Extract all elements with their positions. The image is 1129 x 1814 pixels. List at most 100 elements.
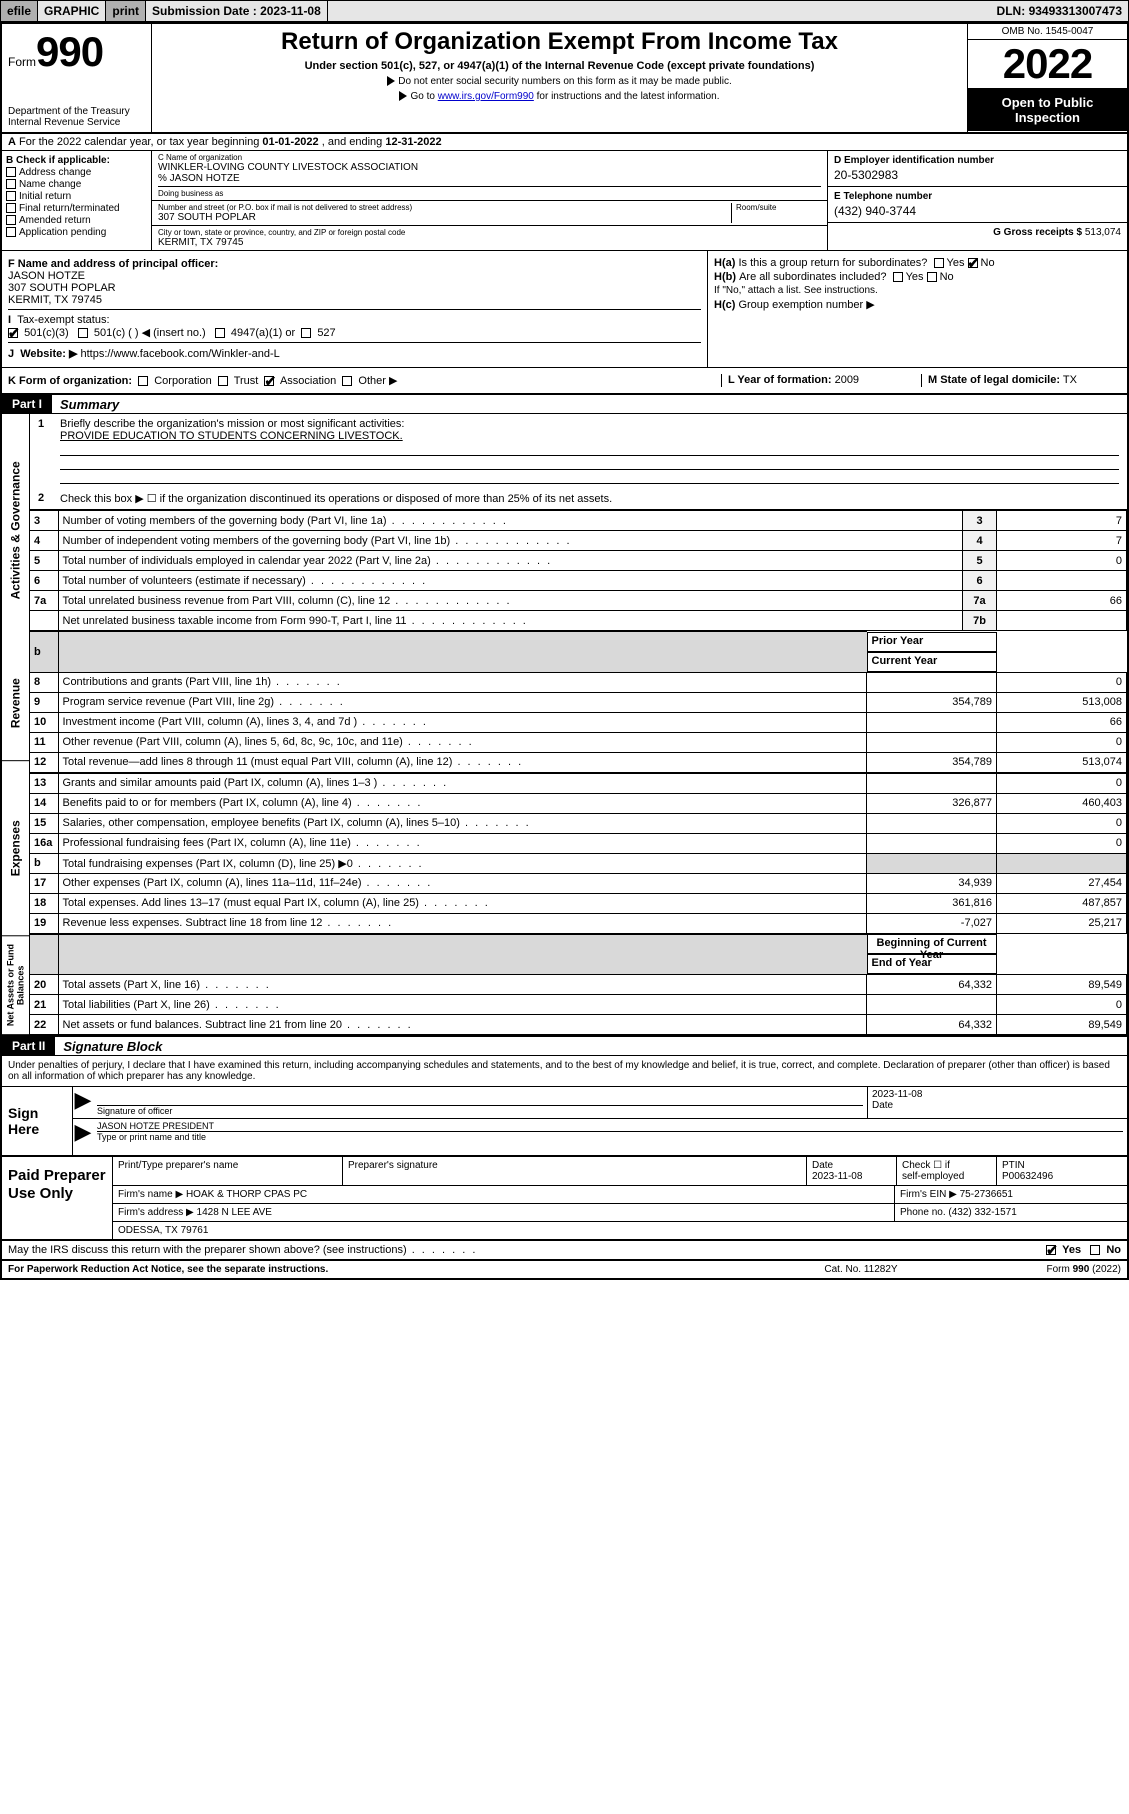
chk-527[interactable] bbox=[301, 328, 311, 338]
table-row: 20 Total assets (Part X, line 16) 64,332… bbox=[30, 975, 1127, 995]
ptin-value: P00632496 bbox=[1002, 1171, 1053, 1182]
row-desc: Net assets or fund balances. Subtract li… bbox=[58, 1015, 867, 1035]
hb-no[interactable] bbox=[927, 272, 937, 282]
table-row: 4 Number of independent voting members o… bbox=[30, 531, 1127, 551]
prep-ptin: PTINP00632496 bbox=[997, 1157, 1127, 1185]
chk-application[interactable]: Application pending bbox=[6, 227, 147, 238]
instructions-link[interactable]: www.irs.gov/Form990 bbox=[438, 91, 534, 102]
j-label: Website: ▶ bbox=[20, 348, 77, 360]
chk-name[interactable]: Name change bbox=[6, 179, 147, 190]
ha-no[interactable] bbox=[968, 258, 978, 268]
row-val: 0 bbox=[997, 551, 1127, 571]
row-box: 7b bbox=[963, 611, 997, 631]
k-trust-label: Trust bbox=[234, 375, 259, 387]
k-assoc[interactable] bbox=[264, 376, 274, 386]
arrow-icon: ▶ bbox=[73, 1119, 93, 1145]
row-desc: Number of voting members of the governin… bbox=[58, 511, 963, 531]
row-prior bbox=[867, 813, 997, 833]
row-curr: 0 bbox=[997, 833, 1127, 853]
part1-tag: Part I bbox=[2, 395, 52, 413]
discuss-no[interactable] bbox=[1090, 1245, 1100, 1255]
chk-final[interactable]: Final return/terminated bbox=[6, 203, 147, 214]
hb-yes-label: Yes bbox=[906, 271, 924, 283]
chk-address[interactable]: Address change bbox=[6, 167, 147, 178]
line1-2: 1Briefly describe the organization's mis… bbox=[30, 414, 1127, 510]
signature-label: Signature of officer bbox=[97, 1105, 863, 1116]
discuss-yes-label: Yes bbox=[1062, 1244, 1081, 1256]
row-curr: 89,549 bbox=[997, 975, 1127, 995]
governance-table: 3 Number of voting members of the govern… bbox=[30, 510, 1127, 631]
row-box: 3 bbox=[963, 511, 997, 531]
row-desc: Total number of individuals employed in … bbox=[58, 551, 963, 571]
m-block: M State of legal domicile: TX bbox=[921, 374, 1121, 387]
sign-here-block: Sign Here ▶ Signature of officer 2023-11… bbox=[2, 1087, 1127, 1157]
preparer-fields: Print/Type preparer's name Preparer's si… bbox=[112, 1157, 1127, 1239]
row-num: b bbox=[30, 853, 58, 873]
table-row: 15 Salaries, other compensation, employe… bbox=[30, 813, 1127, 833]
phone-label: Phone no. bbox=[900, 1207, 946, 1218]
sig-row-1: ▶ Signature of officer 2023-11-08 Date bbox=[73, 1087, 1127, 1119]
row-curr: 460,403 bbox=[997, 793, 1127, 813]
prep-row-2: Firm's name ▶ HOAK & THORP CPAS PC Firm'… bbox=[113, 1186, 1127, 1204]
row-prior bbox=[867, 672, 997, 692]
chk-amended[interactable]: Amended return bbox=[6, 215, 147, 226]
m-label: M State of legal domicile: bbox=[928, 374, 1060, 386]
chk-application-label: Application pending bbox=[19, 227, 106, 238]
k-corp[interactable] bbox=[138, 376, 148, 386]
f-city: KERMIT, TX 79745 bbox=[8, 294, 102, 306]
graphic-label[interactable]: GRAPHIC bbox=[38, 1, 106, 21]
row-num: 6 bbox=[30, 571, 58, 591]
f-name: JASON HOTZE bbox=[8, 270, 85, 282]
revenue-table: b Prior Year Current Year8 Contributions… bbox=[30, 631, 1127, 773]
discuss-question: May the IRS discuss this return with the… bbox=[8, 1244, 1046, 1256]
row-desc: Revenue less expenses. Subtract line 18 … bbox=[58, 913, 867, 933]
k-trust[interactable] bbox=[218, 376, 228, 386]
chk-501c[interactable] bbox=[78, 328, 88, 338]
chk-initial[interactable]: Initial return bbox=[6, 191, 147, 202]
paid-preparer-block: Paid Preparer Use Only Print/Type prepar… bbox=[2, 1157, 1127, 1241]
street-row: Number and street (or P.O. box if mail i… bbox=[152, 201, 827, 226]
table-row: 17 Other expenses (Part IX, column (A), … bbox=[30, 873, 1127, 893]
row-curr: 0 bbox=[997, 732, 1127, 752]
hc-label: H(c) bbox=[714, 299, 735, 311]
i-527: 527 bbox=[317, 327, 335, 339]
hdr-blank bbox=[30, 934, 58, 975]
page-footer: For Paperwork Reduction Act Notice, see … bbox=[2, 1261, 1127, 1278]
prep-sig-label: Preparer's signature bbox=[343, 1157, 807, 1185]
chk-name-label: Name change bbox=[19, 179, 81, 190]
row-num: 20 bbox=[30, 975, 58, 995]
table-row: 8 Contributions and grants (Part VIII, l… bbox=[30, 672, 1127, 692]
officer-name-cell: JASON HOTZE PRESIDENT Type or print name… bbox=[93, 1119, 1127, 1145]
ha-yes[interactable] bbox=[934, 258, 944, 268]
room-label: Room/suite bbox=[736, 203, 821, 212]
row-box: 7a bbox=[963, 591, 997, 611]
gross-value: 513,074 bbox=[1085, 227, 1121, 238]
mission-blank bbox=[60, 470, 1119, 484]
hb-yes[interactable] bbox=[893, 272, 903, 282]
form-title: Return of Organization Exempt From Incom… bbox=[160, 28, 959, 56]
table-row: Net unrelated business taxable income fr… bbox=[30, 611, 1127, 631]
mission: PROVIDE EDUCATION TO STUDENTS CONCERNING… bbox=[60, 430, 1119, 442]
k-other-label: Other ▶ bbox=[358, 375, 397, 387]
org-name-label: C Name of organization bbox=[158, 153, 821, 162]
city: KERMIT, TX 79745 bbox=[158, 237, 821, 248]
discuss-no-label: No bbox=[1106, 1244, 1121, 1256]
city-row: City or town, state or province, country… bbox=[152, 226, 827, 250]
table-row: 6 Total number of volunteers (estimate i… bbox=[30, 571, 1127, 591]
chk-501c3[interactable] bbox=[8, 328, 18, 338]
f-block: F Name and address of principal officer:… bbox=[8, 258, 701, 306]
chk-4947[interactable] bbox=[215, 328, 225, 338]
table-row: 18 Total expenses. Add lines 13–17 (must… bbox=[30, 893, 1127, 913]
form-word: Form bbox=[8, 55, 36, 69]
row-val: 7 bbox=[997, 531, 1127, 551]
prep-name-label: Print/Type preparer's name bbox=[113, 1157, 343, 1185]
room-suite: Room/suite bbox=[731, 203, 821, 223]
form-header: Form990 Department of the Treasury Inter… bbox=[2, 24, 1127, 134]
print-button[interactable]: print bbox=[106, 1, 146, 21]
k-other[interactable] bbox=[342, 376, 352, 386]
row-prior: 354,789 bbox=[867, 752, 997, 772]
table-row: 19 Revenue less expenses. Subtract line … bbox=[30, 913, 1127, 933]
hdr-blank: b bbox=[30, 632, 58, 673]
hdr-blank bbox=[58, 934, 867, 975]
discuss-yes[interactable] bbox=[1046, 1245, 1056, 1255]
